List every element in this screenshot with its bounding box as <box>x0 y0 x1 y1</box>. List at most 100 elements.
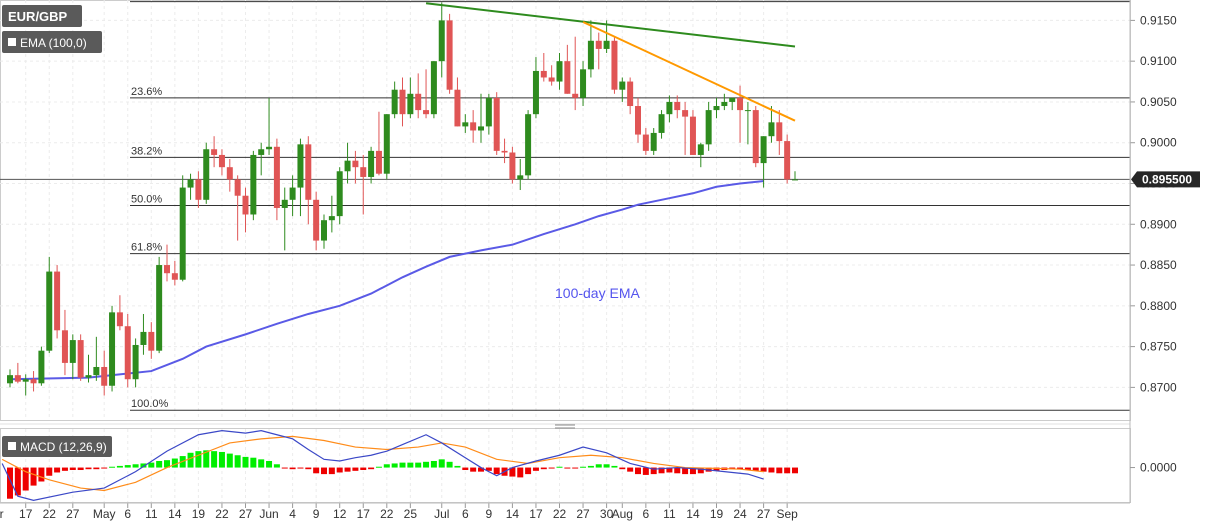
macd-histogram-bar <box>242 456 249 468</box>
candle-body <box>7 375 13 384</box>
macd-indicator-label: MACD (12,26,9) <box>20 440 107 454</box>
macd-histogram-bar <box>218 451 225 468</box>
price-tick-label: 0.9000 <box>1140 136 1177 150</box>
candle-body <box>313 199 320 241</box>
candle-body <box>423 110 430 115</box>
candle <box>226 159 233 192</box>
macd-histogram-bar <box>572 467 579 469</box>
candle <box>289 175 296 217</box>
candle-body <box>509 152 516 180</box>
candle-body <box>705 110 712 145</box>
macd-histogram-bar <box>368 467 375 470</box>
candle <box>501 138 508 164</box>
candle <box>273 138 280 221</box>
candle-body <box>234 179 241 196</box>
macd-histogram-bar <box>587 465 594 468</box>
candle <box>642 128 649 155</box>
candle <box>532 57 539 119</box>
current-price-tag: 0.895500 <box>1131 171 1200 188</box>
macd-histogram-bar <box>226 453 233 468</box>
candle <box>697 142 704 168</box>
candle-body <box>218 154 225 168</box>
candle-body <box>109 312 116 386</box>
macd-histogram-bar <box>548 467 555 469</box>
symbol-badge[interactable]: EUR/GBP <box>2 5 82 27</box>
candle <box>391 81 398 119</box>
candle <box>109 305 116 392</box>
candle <box>752 106 759 168</box>
macd-histogram-bar <box>273 464 280 468</box>
candle-body <box>572 93 579 98</box>
candle-body <box>391 89 398 115</box>
macd-histogram-bar <box>674 467 681 474</box>
candle-body <box>368 150 375 177</box>
candle <box>744 101 751 145</box>
candle <box>721 93 728 111</box>
candle <box>572 36 579 111</box>
candle-body <box>352 160 359 168</box>
date-tick-label: 27 <box>239 507 253 521</box>
candle-body <box>258 149 265 155</box>
candle-body <box>30 379 37 384</box>
candle-body <box>697 144 704 155</box>
candle <box>179 175 186 282</box>
candle-body <box>250 154 257 215</box>
candle-body <box>266 146 273 150</box>
date-tick-label: 17 <box>357 507 371 521</box>
candle-body <box>729 97 736 102</box>
candle-body <box>564 61 571 94</box>
candle <box>93 336 100 381</box>
candle <box>446 13 453 94</box>
candle <box>234 175 241 241</box>
candle-body <box>164 265 170 274</box>
candle-body <box>140 331 147 345</box>
candle <box>77 334 84 381</box>
candle <box>156 256 163 354</box>
fib-label: 38.2% <box>131 145 162 157</box>
candle-body <box>635 106 641 135</box>
macd-histogram-bar <box>627 467 634 472</box>
macd-histogram-bar <box>689 467 696 475</box>
price-axis: 0.87000.87500.88000.88500.89000.89500.90… <box>1129 0 1177 503</box>
macd-histogram-bar <box>38 467 45 482</box>
candle-body <box>375 150 382 174</box>
macd-histogram-bar <box>116 465 123 468</box>
candle-body <box>14 375 21 382</box>
candle-body <box>627 81 634 107</box>
candle <box>211 136 218 168</box>
candle-body <box>470 122 477 131</box>
ema-indicator-badge[interactable]: EMA (100,0) <box>2 31 102 53</box>
candle-body <box>776 122 783 142</box>
macd-histogram-bar <box>430 460 437 468</box>
candle-body <box>517 175 524 180</box>
candle <box>399 77 406 127</box>
macd-histogram-bar <box>344 467 351 472</box>
macd-indicator-badge[interactable]: MACD (12,26,9) <box>2 436 112 457</box>
candle-body <box>792 179 798 181</box>
macd-histogram-bar <box>22 467 29 491</box>
candle <box>713 97 720 119</box>
candle-body <box>415 93 422 111</box>
candle-body <box>171 273 178 280</box>
macd-histogram-bar <box>478 467 484 472</box>
macd-histogram-bar <box>509 467 516 477</box>
macd-histogram-bar <box>438 459 445 468</box>
candle <box>336 167 343 225</box>
candle-body <box>642 134 649 151</box>
candle <box>438 2 445 78</box>
candle-body <box>85 375 92 378</box>
candle <box>7 369 13 388</box>
panel-resize-handle[interactable] <box>555 424 575 429</box>
candle-body <box>595 40 602 49</box>
candle-body <box>407 93 414 115</box>
macd-histogram-bar <box>148 462 155 468</box>
price-tick-label: 0.9100 <box>1140 54 1177 68</box>
macd-histogram-bar <box>250 457 257 468</box>
macd-histogram-bar <box>266 460 273 468</box>
macd-histogram-bar <box>776 467 783 474</box>
candle <box>635 97 641 143</box>
date-tick-label: 17 <box>19 507 33 521</box>
candle-body <box>478 126 484 131</box>
macd-histogram-bar <box>737 467 744 470</box>
